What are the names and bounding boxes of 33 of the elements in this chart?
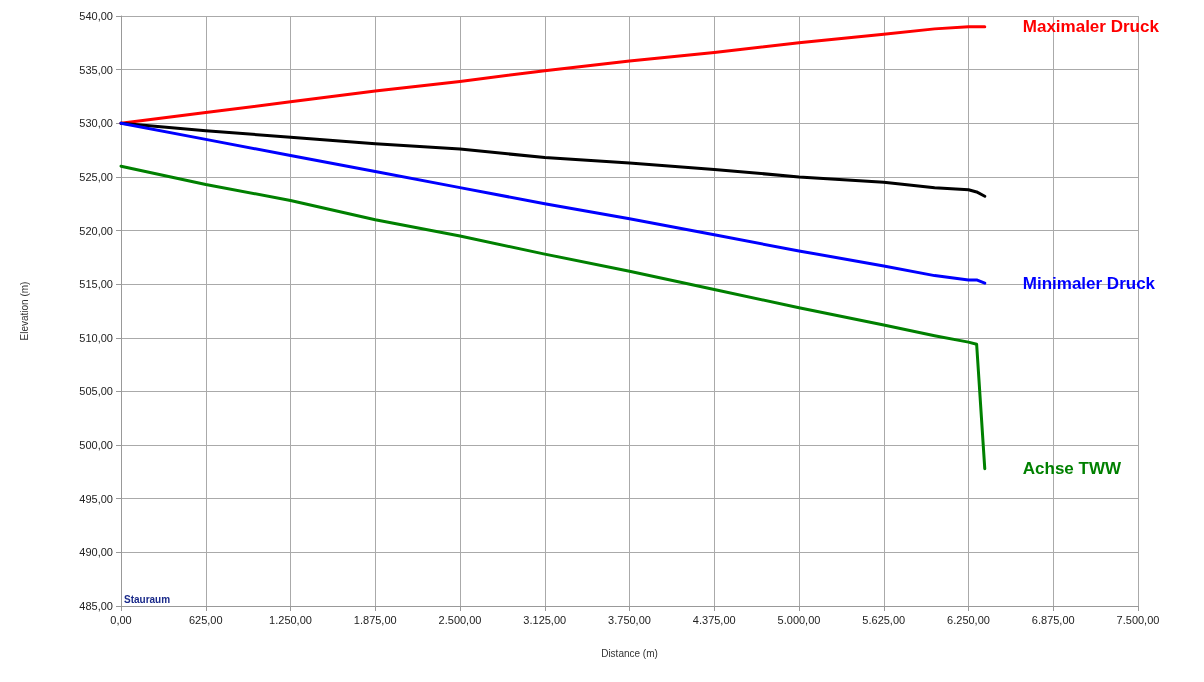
y-tick-label: 530,00	[79, 117, 113, 130]
x-tick-label: 625,00	[188, 613, 223, 626]
text: Achse TWW	[1022, 459, 1122, 479]
x-tick-label: 3.750,00	[608, 613, 651, 626]
x-tick-label: 6.875,00	[1031, 613, 1075, 626]
annotation: Stauraum	[124, 593, 171, 605]
y-tick-label: 510,00	[79, 331, 113, 344]
y-tick-label: 540,00	[79, 10, 113, 22]
line-series	[119, 164, 987, 471]
x-tick-label: 3.125,00	[523, 613, 567, 626]
y-tick-label: 485,00	[79, 600, 113, 612]
x-axis-title: Distance (m)	[601, 647, 658, 659]
y-tick-label: 495,00	[79, 492, 113, 505]
x-tick-label: 7.500,00	[1116, 613, 1160, 626]
line-series	[119, 121, 987, 285]
x-tick-label: 6.250,00	[947, 613, 990, 626]
y-tick-label: 515,00	[79, 278, 113, 291]
x-tick-label: 4.375,00	[692, 613, 736, 626]
y-tick-label: 500,00	[79, 439, 113, 452]
x-tick-label: 5.000,00	[777, 613, 821, 626]
text: Maximaler Druck	[1022, 17, 1160, 37]
x-tick-label: 1.250,00	[269, 613, 312, 626]
y-tick-label: 535,00	[79, 63, 113, 76]
x-tick-label: 2.500,00	[438, 613, 482, 626]
x-tick-label: 1.875,00	[353, 613, 397, 626]
y-tick-label: 490,00	[79, 546, 113, 559]
y-tick-label: 520,00	[79, 224, 113, 237]
x-tick-label: 5.625,00	[862, 613, 906, 626]
text: Minimaler Druck	[1022, 273, 1156, 293]
y-axis-title: Elevation (m)	[18, 281, 30, 341]
y-tick-label: 525,00	[79, 170, 113, 183]
y-tick-label: 505,00	[79, 385, 113, 398]
x-tick-label: 0,00	[110, 613, 132, 626]
